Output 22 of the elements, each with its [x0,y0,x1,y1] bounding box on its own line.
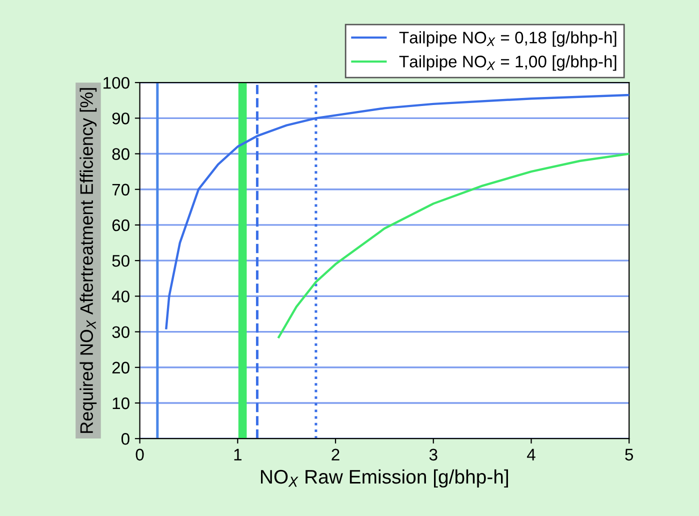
x-axis-title: NO$_{X}$ Raw Emission [g/bhp-h] [261,469,508,488]
y-tick-label: 30 [112,326,130,338]
legend-label: Tailpipe NO$_{X}$ = 1,00 [g/bhp-h] [399,55,616,71]
legend-label: Tailpipe NO$_{X}$ = 0,18 [g/bhp-h] [399,31,616,47]
y-tick-label: 40 [112,290,130,302]
y-tick-label: 20 [112,362,130,374]
y-axis-title: Required NO$_{X}$ Aftertreatment Efficiency [%] [80,88,97,433]
y-tick-label: 100 [104,76,130,89]
y-tick-label: 80 [112,148,130,160]
y-tick-label: 70 [112,184,130,196]
x-tick-label: 3 [429,448,438,461]
y-tick-label: 90 [112,112,130,124]
y-tick-label: 0 [121,433,130,445]
x-tick-label: 4 [526,448,536,460]
y-tick-label: 60 [112,219,130,232]
x-tick-label: 0 [136,448,144,461]
y-tick-label: 10 [112,397,130,410]
x-tick-label: 2 [332,448,340,460]
x-tick-label: 5 [625,448,634,461]
line-series [278,152,630,338]
y-tick-label: 50 [112,254,130,267]
x-tick-label: 1 [234,448,242,460]
